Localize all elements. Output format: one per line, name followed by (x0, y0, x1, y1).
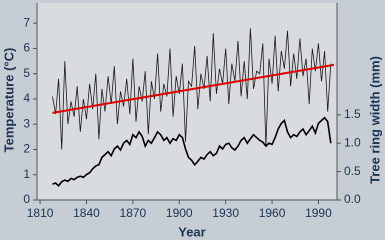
x-tick-label: 1840 (73, 206, 100, 220)
y-tick-label: 6 (23, 41, 30, 55)
tree-ring-line (52, 116, 332, 187)
x-tick-label: 1870 (120, 206, 147, 220)
x-tick-label: 1900 (166, 206, 193, 220)
temperature-line (52, 28, 332, 150)
x-tick-label: 1810 (27, 206, 54, 220)
x-axis-label: Year (178, 224, 205, 239)
y2-tick-label: 1.5 (344, 107, 361, 121)
y-tick-label: 5 (23, 66, 30, 80)
y-tick-label: 2 (23, 142, 30, 156)
y-tick-label: 4 (23, 91, 30, 105)
plot-area (37, 3, 337, 200)
y-axis-label: Temperature (°C) (1, 48, 16, 153)
y-tick-label: 7 (23, 15, 30, 29)
x-tick-label: 1990 (305, 206, 332, 220)
y2-tick-label: 0.0 (344, 192, 361, 206)
y-tick-label: 0 (23, 192, 30, 206)
y2-tick-label: 0.5 (344, 164, 361, 178)
x-tick-label: 1930 (212, 206, 239, 220)
x-tick-label: 1960 (259, 206, 286, 220)
trend-line (52, 63, 335, 114)
y-tick-label: 1 (23, 167, 30, 181)
y-tick-label: 3 (23, 116, 30, 130)
y2-axis-label: Tree ring width (mm) (367, 56, 382, 184)
y2-tick-label: 1.0 (344, 135, 361, 149)
